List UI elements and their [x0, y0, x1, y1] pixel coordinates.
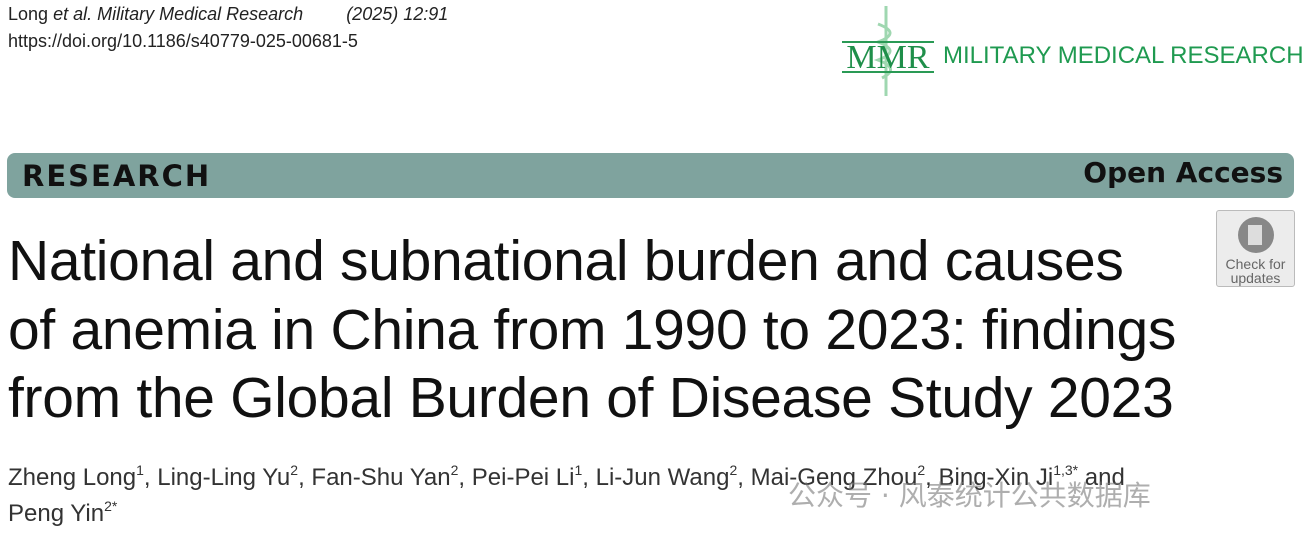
title-line: from the Global Burden of Disease Study …: [8, 366, 1174, 430]
logo-mark: MMR: [846, 39, 929, 76]
author-sep: ,: [582, 464, 596, 491]
title-line: National and subnational burden and caus…: [8, 229, 1124, 293]
watermark: 公众号 · 风泰统计公共数据库: [788, 479, 1151, 512]
title-line: of anemia in China from 1990 to 2023: fi…: [8, 298, 1177, 362]
author-name: Pei-Pei Li: [471, 464, 575, 491]
author-sup: 2: [290, 462, 299, 478]
article-type: RESEARCH: [22, 159, 212, 193]
author-sup: 2*: [104, 498, 118, 514]
journal: Military Medical Research: [97, 4, 304, 24]
author-sep: ,: [458, 464, 472, 491]
author-sup: 2: [450, 462, 459, 478]
author-name: Li-Jun Wang: [595, 464, 730, 491]
etal: et al.: [53, 4, 93, 24]
author-name: Fan-Shu Yan: [311, 464, 451, 491]
author-sup: 2: [729, 462, 738, 478]
open-access: Open Access: [1083, 156, 1283, 189]
citation: Long et al. Military Medical Research (2…: [8, 4, 448, 25]
author-sep: ,: [298, 464, 312, 491]
author-sup: 1: [574, 462, 583, 478]
doi[interactable]: https://doi.org/10.1186/s40779-025-00681…: [8, 31, 358, 51]
author-name: Peng Yin: [8, 500, 105, 527]
author-sep: and: [1078, 464, 1125, 491]
author-sup: 2: [917, 462, 926, 478]
authors-line: Peng Yin2*: [8, 498, 118, 528]
badge-line: updates: [1230, 270, 1281, 286]
logo-icon: MMR: [842, 6, 934, 96]
badge-line: Check for: [1225, 256, 1286, 272]
badge-icon: [1237, 217, 1274, 253]
author-name: Zheng Long: [8, 464, 137, 491]
year-volume: (2025) 12:91: [346, 4, 449, 24]
author-sup: 1,3*: [1053, 462, 1079, 478]
author-name: Mai-Geng Zhou: [750, 464, 918, 491]
author-sup: 1: [136, 462, 144, 478]
banner: [7, 153, 1294, 198]
authors-line: Zheng Long1, Ling-Ling Yu2, Fan-Shu Yan2…: [8, 462, 1125, 492]
author-sep: ,: [737, 464, 751, 491]
author-name: Bing-Xin Ji: [938, 464, 1054, 491]
journal-name: MILITARY MEDICAL RESEARCH: [943, 42, 1304, 69]
author-sep: ,: [925, 464, 939, 491]
author-name: Ling-Ling Yu: [157, 464, 291, 491]
author: Long: [8, 4, 49, 24]
author-sep: ,: [143, 464, 158, 491]
check-updates[interactable]: Check for updates: [1216, 210, 1295, 287]
